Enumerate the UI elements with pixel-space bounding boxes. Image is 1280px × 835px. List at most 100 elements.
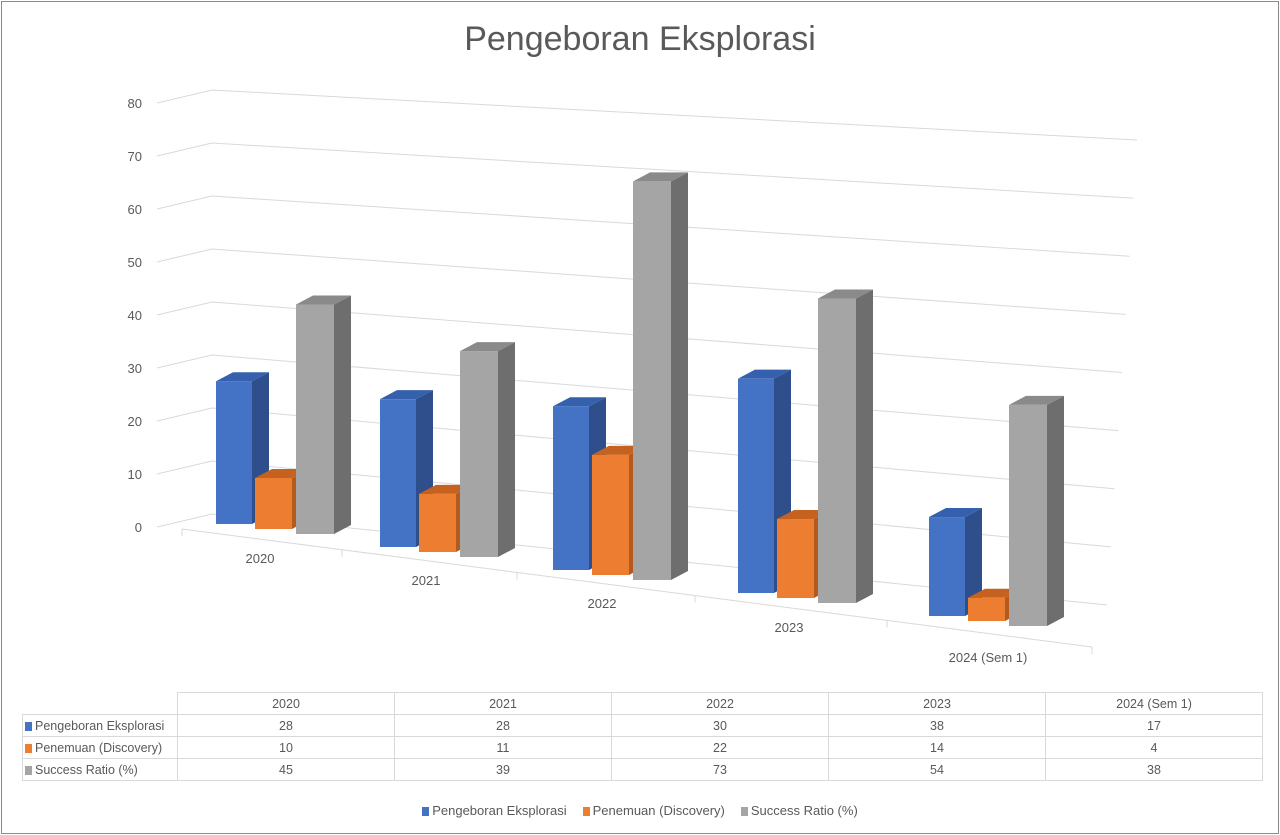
bar-top <box>380 390 433 400</box>
bar-pengeboran-eksplorasi-2022 <box>553 406 589 570</box>
row-label: Penemuan (Discovery) <box>22 736 178 759</box>
bar-success-ratio--2020 <box>296 304 334 534</box>
bar-top <box>255 469 309 478</box>
bar-pengeboran-eksplorasi-2020 <box>216 381 252 524</box>
gridline <box>156 248 1126 315</box>
bar-penemuan-discovery--2020 <box>255 478 292 529</box>
x-tick-label: 2024 (Sem 1) <box>949 650 1028 665</box>
gridline <box>156 89 1138 141</box>
bar-top <box>553 397 606 407</box>
chart-title: Pengeboran Eksplorasi <box>464 20 816 58</box>
legend-swatch-icon <box>25 743 32 753</box>
value-cell: 28 <box>177 714 395 737</box>
y-tick-label: 50 <box>128 255 142 270</box>
bar-pengeboran-eksplorasi-2021 <box>380 399 416 547</box>
table-row: Penemuan (Discovery) 10 11 22 14 4 <box>22 736 1263 759</box>
header-cell: 2022 <box>611 692 829 715</box>
legend-swatch-icon <box>422 807 430 816</box>
bar-top <box>633 172 688 182</box>
value-cell: 11 <box>394 736 612 759</box>
legend-label: Penemuan (Discovery) <box>592 803 725 818</box>
bar-top <box>818 289 873 299</box>
bar-top <box>296 295 351 305</box>
gridline <box>156 407 1115 490</box>
y-tick-label: 40 <box>128 308 142 323</box>
value-cell: 10 <box>177 736 395 759</box>
value-cell: 4 <box>1045 736 1263 759</box>
bar-pengeboran-eksplorasi-2024 (Sem 1) <box>929 517 965 616</box>
value-cell: 28 <box>394 714 612 737</box>
value-cell: 54 <box>828 758 1046 781</box>
y-tick-label: 30 <box>128 361 142 376</box>
bar-success-ratio--2024 (Sem 1) <box>1009 404 1047 626</box>
bar-top <box>216 372 269 382</box>
legend: Pengeboran Eksplorasi Penemuan (Discovery… <box>2 803 1278 818</box>
value-cell: 45 <box>177 758 395 781</box>
legend-swatch-icon <box>582 807 590 816</box>
x-tick-label: 2021 <box>412 573 441 588</box>
bar-penemuan-discovery--2021 <box>419 493 456 552</box>
bar-top <box>419 484 473 494</box>
header-cell: 2020 <box>177 692 395 715</box>
value-cell: 38 <box>1045 758 1263 781</box>
gridline <box>156 354 1119 432</box>
bar-top <box>592 445 646 455</box>
bar-top <box>1009 395 1064 405</box>
bar-penemuan-discovery--2022 <box>592 454 629 575</box>
row-label-text: Success Ratio (%) <box>35 762 138 777</box>
x-tick-label: 2023 <box>775 620 804 635</box>
y-tick-label: 60 <box>128 202 142 217</box>
bar-side <box>856 289 873 603</box>
bar-side <box>671 172 688 581</box>
value-cell: 38 <box>828 714 1046 737</box>
gridline <box>156 142 1134 199</box>
empty-cell <box>22 692 178 715</box>
x-tick-label: 2022 <box>588 596 617 611</box>
x-axis-line <box>181 528 1093 648</box>
bar-success-ratio--2023 <box>818 298 856 603</box>
table-header-row: 2020 2021 2022 2023 2024 (Sem 1) <box>22 692 1263 715</box>
data-table: 2020 2021 2022 2023 2024 (Sem 1) Pengeboran E… <box>22 692 1263 781</box>
legend-label: Success Ratio (%) <box>750 803 858 818</box>
bar-pengeboran-eksplorasi-2023 <box>738 378 774 593</box>
bar-top <box>968 588 1022 598</box>
header-cell: 2021 <box>394 692 612 715</box>
legend-label: Pengeboran Eksplorasi <box>432 803 567 818</box>
bar-penemuan-discovery--2024 (Sem 1) <box>968 597 1005 621</box>
bar-top <box>777 510 831 520</box>
header-cell: 2024 (Sem 1) <box>1045 692 1263 715</box>
legend-item: Pengeboran Eksplorasi <box>422 803 567 818</box>
bar-success-ratio--2021 <box>460 351 498 557</box>
bar-side <box>334 295 351 534</box>
bar-top <box>738 369 791 379</box>
value-cell: 39 <box>394 758 612 781</box>
bar-side <box>1047 395 1064 626</box>
row-label-text: Penemuan (Discovery) <box>35 740 163 755</box>
value-cell: 73 <box>611 758 829 781</box>
y-tick-label: 80 <box>128 96 142 111</box>
legend-swatch-icon <box>25 721 32 731</box>
value-cell: 17 <box>1045 714 1263 737</box>
bar-top <box>460 342 515 352</box>
gridline <box>156 195 1130 257</box>
legend-swatch-icon <box>740 807 748 816</box>
legend-item: Penemuan (Discovery) <box>582 803 725 818</box>
y-tick-label: 0 <box>135 520 142 535</box>
y-tick-label: 70 <box>128 149 142 164</box>
x-tick-label: 2020 <box>246 551 275 566</box>
y-tick-label: 10 <box>128 467 142 482</box>
row-label: Success Ratio (%) <box>22 758 178 781</box>
bar-side <box>498 342 515 557</box>
row-label-text: Pengeboran Eksplorasi <box>35 718 165 733</box>
value-cell: 22 <box>611 736 829 759</box>
header-cell: 2023 <box>828 692 1046 715</box>
bar-success-ratio--2022 <box>633 181 671 581</box>
row-label: Pengeboran Eksplorasi <box>22 714 178 737</box>
value-cell: 14 <box>828 736 1046 759</box>
chart-plot: 0 10 20 30 40 50 60 70 80 2020 2021 2022 2023 2024 (S… <box>128 89 1138 665</box>
table-row: Pengeboran Eksplorasi 28 28 30 38 17 <box>22 714 1263 737</box>
bar-penemuan-discovery--2023 <box>777 519 814 598</box>
value-cell: 30 <box>611 714 829 737</box>
legend-swatch-icon <box>25 765 32 775</box>
